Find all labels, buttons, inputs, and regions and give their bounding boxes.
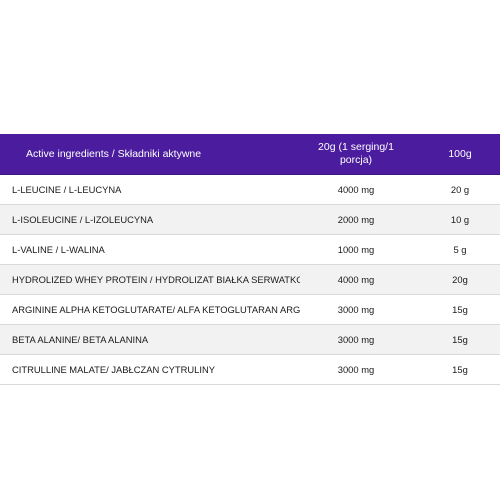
serving-amount-cell: 1000 mg (337, 244, 375, 255)
per-100g-amount-cell: 15g (452, 304, 468, 315)
table-row: BETA ALANINE/ BETA ALANINA 3000 mg 15g (0, 325, 500, 355)
table-body: L-LEUCINE / L-LEUCYNA 4000 mg 20 g L-ISOLEU… (0, 175, 500, 385)
header-serving: 20g (1 serging/1 porcja) (318, 141, 394, 166)
serving-amount-cell: 2000 mg (337, 214, 375, 225)
ingredient-name-cell: ARGININE ALPHA KETOGLUTARATE/ ALFA KETOG… (12, 304, 300, 315)
table-row: L-VALINE / L-WALINA 1000 mg 5 g (0, 235, 500, 265)
table-header: Active ingredients / Składniki aktywne 2… (0, 134, 500, 175)
ingredient-name-cell: CITRULLINE MALATE/ JABŁCZAN CYTRULINY (12, 364, 215, 375)
table-row: L-LEUCINE / L-LEUCYNA 4000 mg 20 g (0, 175, 500, 205)
header-ingredient-name: Active ingredients / Składniki aktywne (26, 148, 202, 160)
table-row: ARGININE ALPHA KETOGLUTARATE/ ALFA KETOG… (0, 295, 500, 325)
ingredient-name-cell: L-LEUCINE / L-LEUCYNA (12, 184, 122, 195)
ingredient-name-cell: L-ISOLEUCINE / L-IZOLEUCYNA (12, 214, 154, 225)
serving-amount-cell: 3000 mg (337, 334, 375, 345)
ingredient-name-cell: BETA ALANINE/ BETA ALANINA (12, 334, 149, 345)
ingredient-name-cell: HYDROLIZED WHEY PROTEIN / HYDROLIZAT BIA… (12, 274, 300, 285)
table-row: CITRULLINE MALATE/ JABŁCZAN CYTRULINY 300… (0, 355, 500, 385)
ingredient-name-cell: L-VALINE / L-WALINA (12, 244, 105, 255)
per-100g-amount-cell: 5 g (453, 244, 467, 255)
per-100g-amount-cell: 15g (452, 364, 468, 375)
serving-amount-cell: 3000 mg (337, 304, 375, 315)
per-100g-amount-cell: 10 g (450, 214, 470, 225)
table-row: HYDROLIZED WHEY PROTEIN / HYDROLIZAT BIA… (0, 265, 500, 295)
header-per-100g: 100g (448, 148, 472, 160)
ingredients-table: Active ingredients / Składniki aktywne 2… (0, 134, 500, 385)
per-100g-amount-cell: 20g (452, 274, 468, 285)
per-100g-amount-cell: 15g (452, 334, 468, 345)
per-100g-amount-cell: 20 g (450, 184, 470, 195)
table-row: L-ISOLEUCINE / L-IZOLEUCYNA 2000 mg 10 g (0, 205, 500, 235)
serving-amount-cell: 3000 mg (337, 364, 375, 375)
serving-amount-cell: 4000 mg (337, 274, 375, 285)
serving-amount-cell: 4000 mg (337, 184, 375, 195)
